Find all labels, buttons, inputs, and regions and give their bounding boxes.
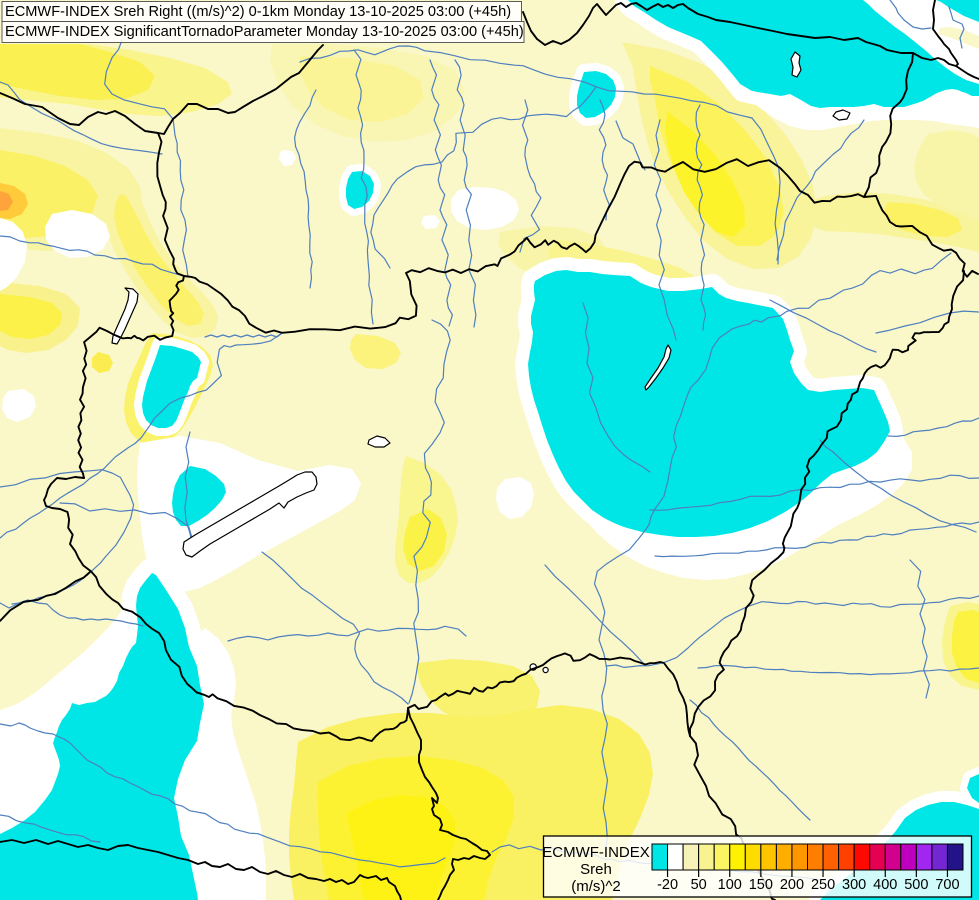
svg-text:100: 100 xyxy=(718,877,742,893)
svg-text:(m/s)^2: (m/s)^2 xyxy=(571,878,621,895)
svg-text:400: 400 xyxy=(873,877,897,893)
svg-text:250: 250 xyxy=(811,877,835,893)
svg-text:500: 500 xyxy=(904,877,928,893)
svg-text:150: 150 xyxy=(749,877,773,893)
svg-text:ECMWF-INDEX: ECMWF-INDEX xyxy=(542,844,650,861)
svg-text:300: 300 xyxy=(842,877,866,893)
svg-text:Sreh: Sreh xyxy=(580,861,612,878)
svg-text:-20: -20 xyxy=(657,877,678,893)
svg-text:ECMWF-INDEX SignificantTornado: ECMWF-INDEX SignificantTornadoParameter … xyxy=(5,24,524,40)
svg-text:ECMWF-INDEX Sreh Right ((m/s)^: ECMWF-INDEX Sreh Right ((m/s)^2) 0-1km M… xyxy=(5,4,511,20)
svg-text:50: 50 xyxy=(691,877,707,893)
svg-text:200: 200 xyxy=(780,877,804,893)
svg-text:700: 700 xyxy=(935,877,959,893)
